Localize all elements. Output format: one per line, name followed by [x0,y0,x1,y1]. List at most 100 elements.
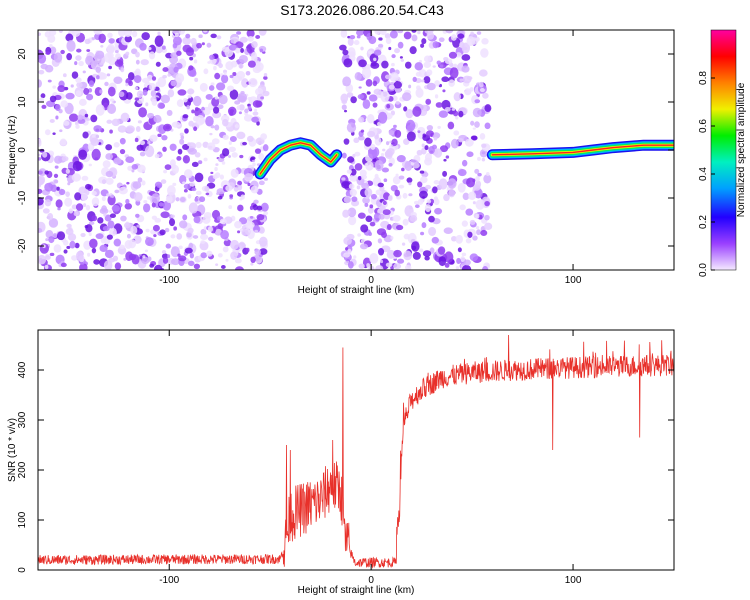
spectrogram-noise-blob [162,146,167,152]
spectrogram-noise-blob [416,149,423,156]
spectrogram-noise-blob [88,163,92,167]
spectrogram-noise-blob [210,33,217,39]
spectrogram-noise-blob [230,39,235,44]
spectrogram-noise-blob [367,206,374,214]
spectrogram-noise-blob [38,69,45,75]
spectrogram-noise-blob [442,89,446,93]
spectrogram-noise-blob [216,35,222,40]
spectrogram-noise-blob [48,218,59,228]
spectrogram-noise-blob [449,67,459,79]
spectrogram-noise-blob [470,31,474,36]
spectrogram-noise-blob [429,247,435,254]
spectrogram-noise-blob [341,181,351,189]
spectrogram-noise-blob [474,99,481,104]
spectrogram-noise-blob [458,110,464,118]
spectrogram-noise-blob [86,118,91,121]
spectrogram-noise-blob [444,106,451,112]
spectrogram-noise-blob [131,163,139,170]
spectrogram-noise-blob [403,138,410,145]
spectrogram-noise-blob [357,212,366,219]
spectrogram-noise-blob [475,176,480,182]
spectrogram-noise-blob [223,239,232,247]
spectrogram-noise-blob [372,158,377,162]
spectrogram-noise-blob [239,154,244,159]
spectrogram-noise-blob [480,229,488,236]
snr-x-tick-label: 100 [565,575,582,586]
spectrogram-noise-blob [357,135,365,141]
spectrogram-noise-blob [467,231,473,238]
spectrogram-noise-blob [71,204,78,210]
spectrogram-noise-blob [412,76,417,83]
spectrogram-noise-blob [91,133,99,139]
snr-y-tick-label: 200 [17,461,28,478]
spectrogram-noise-blob [464,138,474,147]
spectrogram-noise-blob [118,244,126,249]
spectrogram-noise-blob [421,222,427,229]
spectrogram-noise-blob [367,130,376,138]
spectrogram-noise-blob [484,104,492,112]
colorbar-label: Normalized spectral amplitude [736,82,747,217]
spectrogram-noise-blob [194,197,199,202]
spectrogram-noise-blob [239,197,243,201]
spectrogram-noise-blob [408,193,413,197]
spectrogram-noise-blob [104,214,112,222]
spectrogram-noise-blob [459,204,466,211]
spectrogram-noise-blob [445,155,450,159]
spectrogram-noise-blob [215,263,219,266]
spectrogram-noise-blob [405,119,416,132]
spectrogram-noise-blob [238,104,245,111]
spectrogram-noise-blob [361,182,370,190]
spectrogram-noise-blob [377,111,388,124]
spectrogram-noise-blob [84,38,91,45]
spectrogram-noise-blob [221,118,229,127]
spectrogram-noise-blob [384,33,391,39]
spectrogram-noise-blob [372,102,378,108]
spectrogram-noise-blob [388,46,392,51]
spectrogram-noise-blob [83,203,87,208]
spectrogram-noise-blob [366,263,370,268]
spectrogram-noise-blob [143,199,148,204]
spectrogram-noise-blob [148,51,156,60]
spectrogram-noise-blob [342,209,350,218]
spectrogram-noise-blob [120,67,125,73]
spectrogram-noise-blob [145,228,150,233]
spectrogram-y-ticks: -20 -10 0 10 20 [17,48,674,253]
spectrogram-noise-blob [375,265,384,270]
spectrogram-noise-blob [157,102,165,109]
spectrogram-noise-blob [245,70,251,76]
spectrogram-noise-blob [125,51,130,56]
snr-x-tick-label: 0 [368,575,374,586]
spectrogram-noise-blob [472,184,481,191]
spectrogram-noise-blob [123,222,131,229]
spectrogram-noise-blob [425,98,432,105]
spectrogram-noise-blob [187,147,198,155]
spectrogram-noise-blob [469,219,476,225]
spectrogram-noise-blob [234,258,242,264]
spectrogram-noise-blob [370,144,376,150]
spectrogram-noise-blob [94,86,103,97]
spectrogram-noise-blob [238,111,242,115]
spectrogram-noise-blob [463,259,471,266]
spectrogram-noise-blob [357,175,362,181]
spectrogram-noise-blob [147,196,151,200]
spectrogram-noise-blob [47,212,54,221]
spectrogram-noise-blob [348,215,357,226]
spectrogram-noise-blob [201,42,205,46]
spectrogram-noise-blob [186,105,190,110]
spectrogram-signal-track-left [259,142,338,175]
spectrogram-noise-blob [165,195,173,204]
spectrogram-noise-blob [76,82,83,88]
spectrogram-noise-blob [461,42,471,54]
spectrogram-noise-blob [38,197,44,206]
spectrogram-noise-blob [395,100,400,105]
spectrogram-noise-blob [243,114,253,122]
spectrogram-noise-blob [415,87,424,98]
spectrogram-noise-blob [483,174,492,184]
spectrogram-noise-blob [106,193,110,197]
spectrogram-noise-blob [91,247,97,254]
spectrogram-noise-blob [119,137,126,145]
spectrogram-noise-blob [107,86,116,97]
spectrogram-noise-blob [214,96,219,100]
spectrogram-noise-blob [388,162,393,167]
spectrogram-noise-blob [183,183,192,190]
